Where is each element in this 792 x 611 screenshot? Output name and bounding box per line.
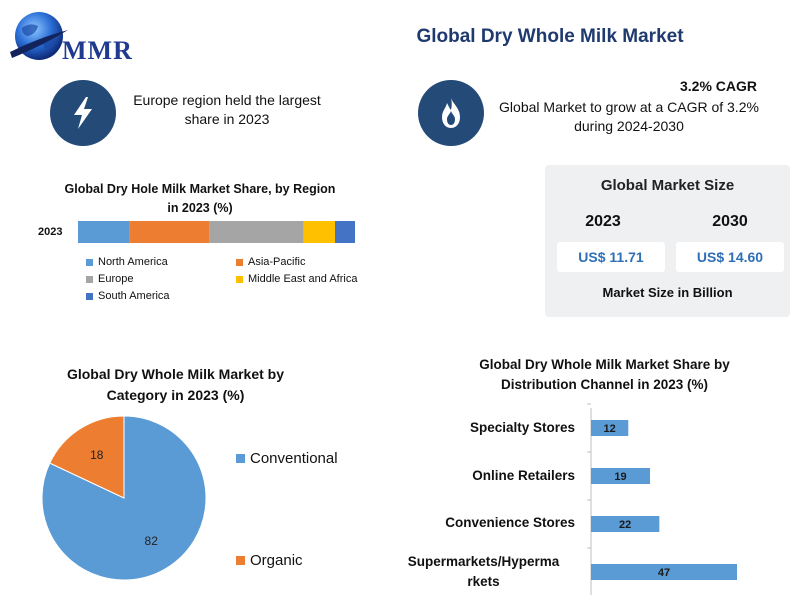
- market-size-panel: [545, 165, 790, 317]
- legend-label: North America: [98, 256, 168, 268]
- market-size-value-2023: US$ 11.71: [557, 242, 665, 272]
- page-title: Global Dry Whole Milk Market: [416, 26, 684, 47]
- channel-category-label: Convenience Stores: [445, 515, 575, 530]
- legend-south-america: South America: [86, 290, 170, 302]
- legend-swatch: [86, 258, 93, 266]
- category-chart-title: Global Dry Whole Milk Market by Category…: [66, 366, 285, 403]
- channel-bar: [591, 468, 651, 484]
- legend-europe: Europe: [86, 273, 133, 285]
- cagr-fact-text: Global Market to grow at a CAGR of 3.2% …: [499, 99, 759, 134]
- legend-label: Middle East and Africa: [248, 273, 358, 285]
- market-size-footer: Market Size in Billion: [602, 285, 733, 300]
- channel-bar: [591, 516, 660, 532]
- legend-label: South America: [98, 290, 170, 302]
- channel-category-label: Specialty Stores: [469, 420, 575, 435]
- channel-chart-title: Global Dry Whole Milk Market Share by Di…: [479, 357, 730, 392]
- mmr-logo-text: MMR: [62, 36, 133, 65]
- mmr-logo-globe-icon: [10, 12, 68, 60]
- region-bar-year-label: 2023: [38, 226, 63, 238]
- legend-swatch: [236, 258, 243, 266]
- region-stacked-bar: [78, 221, 355, 243]
- legend-mea: Middle East and Africa: [236, 273, 357, 285]
- legend-swatch: [236, 275, 243, 283]
- market-size-title: Global Market Size: [600, 177, 735, 194]
- legend-label: Asia-Pacific: [248, 256, 306, 268]
- legend-conventional: Conventional: [236, 450, 338, 467]
- channel-bar-value: 19: [614, 471, 626, 483]
- channel-bar-chart: 12 19 22 47: [587, 403, 737, 595]
- channel-category-label: Supermarkets/Hyperma rkets: [407, 554, 560, 589]
- region-bar-segment-asia-pacific: [129, 221, 210, 243]
- flame-icon: [418, 80, 484, 146]
- region-bar-segment-north-america: [78, 221, 130, 243]
- legend-label: Conventional: [250, 450, 338, 467]
- legend-swatch: [236, 454, 245, 463]
- pie-label-conventional: 82: [145, 534, 159, 548]
- lightning-icon: [50, 80, 116, 146]
- region-bar-segment-south-america: [335, 221, 355, 243]
- legend-label: Europe: [98, 273, 134, 285]
- pie-slice-organic: [49, 415, 125, 499]
- channel-bar-value: 12: [604, 423, 616, 435]
- market-size-year-2030: 2030: [712, 213, 748, 230]
- channel-bar-value: 47: [658, 567, 670, 579]
- region-bar-segment-europe: [209, 221, 304, 243]
- legend-swatch: [86, 292, 93, 300]
- legend-organic: Organic: [236, 552, 303, 569]
- category-pie-chart: 82 18: [41, 415, 207, 581]
- market-size-year-2023: 2023: [585, 213, 621, 230]
- legend-north-america: North America: [86, 256, 168, 268]
- legend-swatch: [236, 556, 245, 565]
- region-bar-segment-middle-east-and-africa: [303, 221, 336, 243]
- market-size-value-2030: US$ 14.60: [676, 242, 784, 272]
- channel-bar: [591, 564, 737, 580]
- legend-label: Organic: [250, 552, 303, 569]
- region-chart-title: Global Dry Hole Milk Market Share, by Re…: [64, 182, 336, 215]
- legend-swatch: [86, 275, 93, 283]
- channel-category-label: Online Retailers: [472, 468, 575, 483]
- channel-bar-value: 22: [619, 519, 631, 531]
- channel-bar: [591, 420, 629, 436]
- region-fact-text: Europe region held the largest share in …: [133, 92, 321, 127]
- legend-asia-pacific: Asia-Pacific: [236, 256, 305, 268]
- pie-label-organic: 18: [90, 448, 104, 462]
- cagr-title: 3.2% CAGR: [680, 78, 758, 94]
